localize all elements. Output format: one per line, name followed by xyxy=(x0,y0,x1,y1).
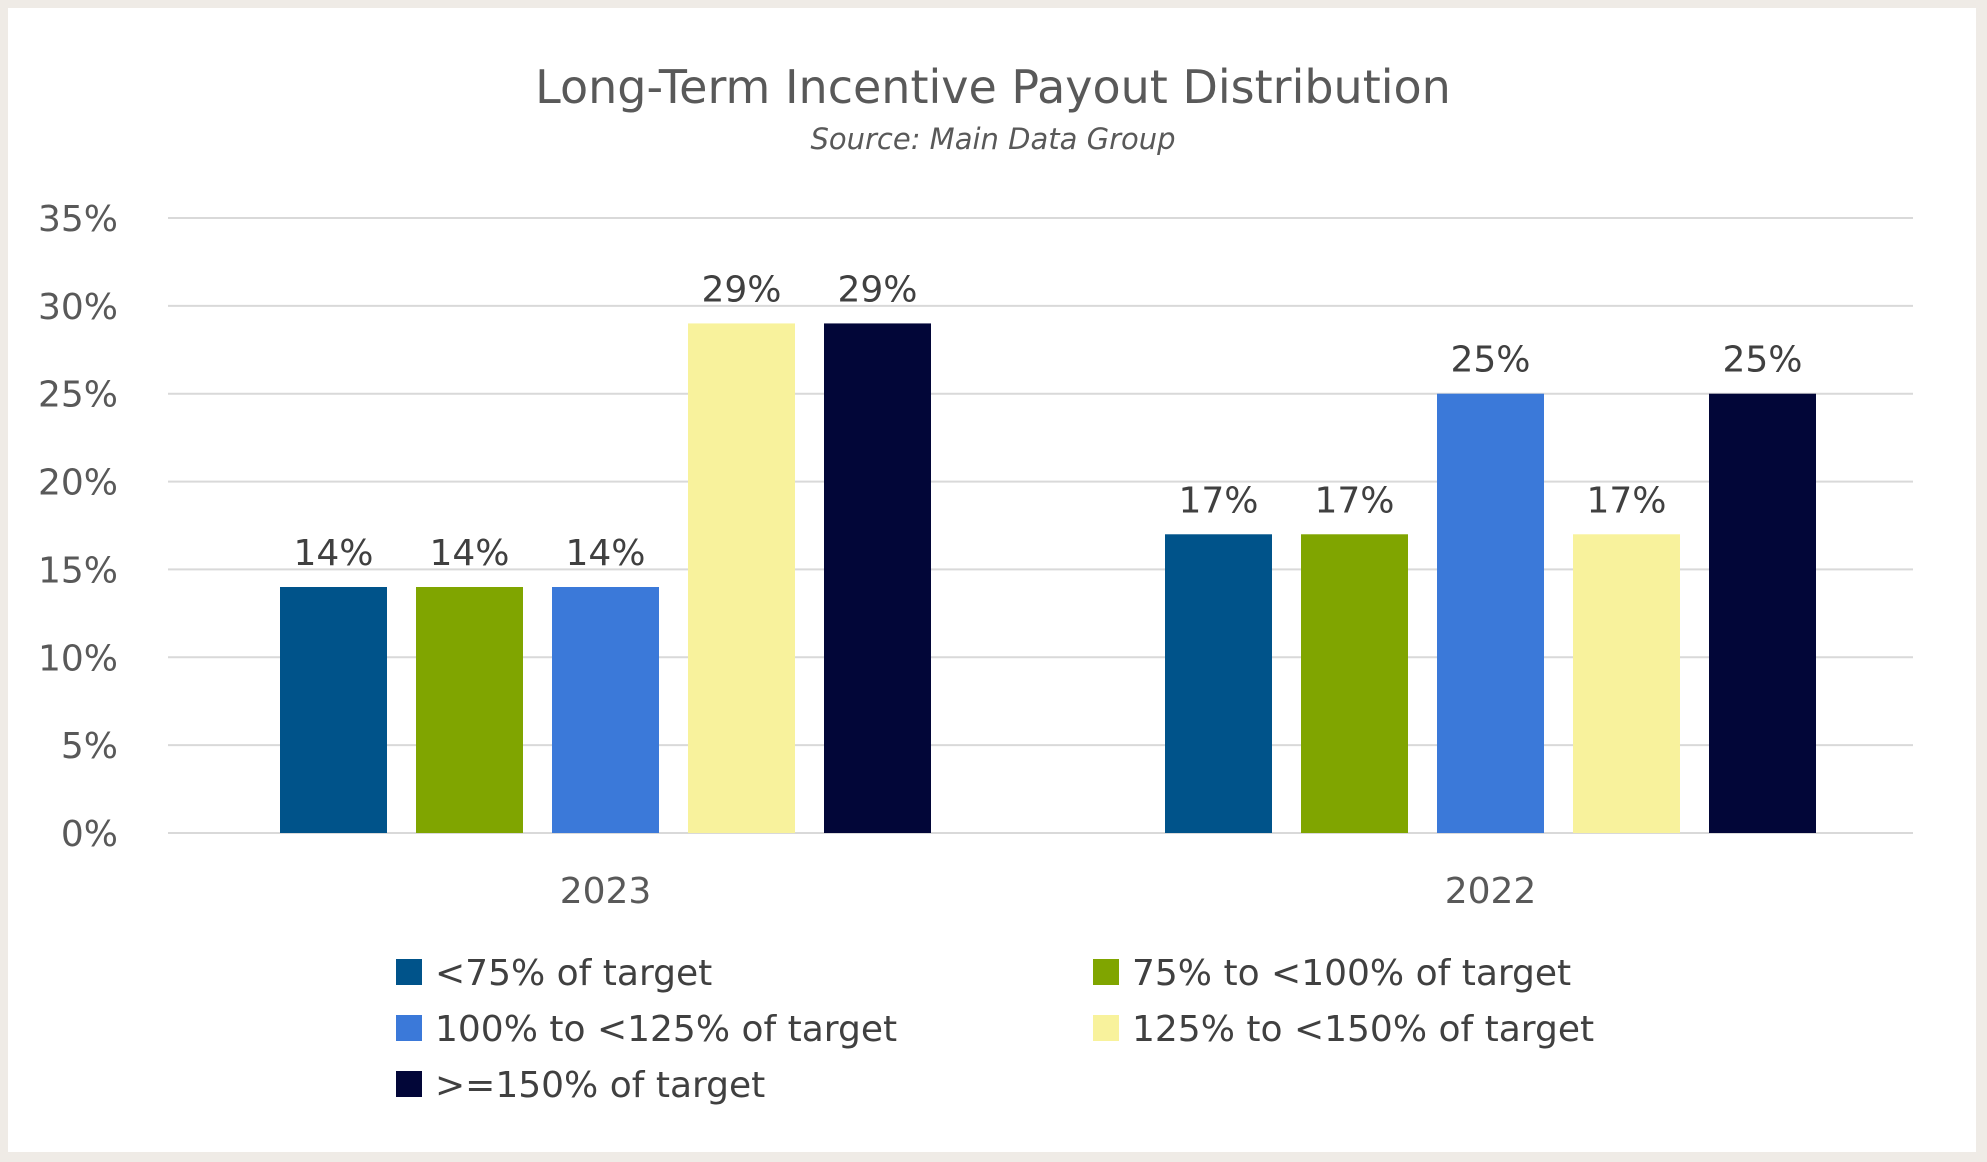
bar-2022-series-2 xyxy=(1301,534,1408,833)
legend-label-2: 75% to <100% of target xyxy=(1132,953,1571,994)
bars xyxy=(280,323,1816,833)
bar-2022-series-1 xyxy=(1165,534,1272,833)
data-label: 17% xyxy=(1178,480,1258,521)
y-tick-label: 5% xyxy=(61,726,118,767)
legend-swatch-4 xyxy=(1093,1015,1119,1041)
legend-swatch-5 xyxy=(396,1071,422,1097)
legend-label-4: 125% to <150% of target xyxy=(1132,1009,1594,1050)
data-label: 17% xyxy=(1314,480,1394,521)
chart: Long-Term Incentive Payout Distribution … xyxy=(38,60,1913,1106)
data-label: 14% xyxy=(429,533,509,574)
legend: <75% of target 75% to <100% of target 100%… xyxy=(396,953,1594,1106)
data-labels: 14% 14% 14% 29% 29% 17% 17% 25% 17% 25% xyxy=(293,269,1802,574)
y-tick-label: 10% xyxy=(38,638,118,679)
y-tick-label: 15% xyxy=(38,550,118,591)
bar-2022-series-4 xyxy=(1573,534,1680,833)
data-label: 25% xyxy=(1722,340,1802,381)
chart-title: Long-Term Incentive Payout Distribution xyxy=(535,60,1451,114)
chart-subtitle: Source: Main Data Group xyxy=(810,122,1175,156)
x-axis-category-labels: 2023 2022 xyxy=(560,871,1537,912)
bar-2023-series-4 xyxy=(688,323,795,833)
legend-swatch-3 xyxy=(396,1015,422,1041)
data-label: 14% xyxy=(293,533,373,574)
y-tick-label: 30% xyxy=(38,287,118,328)
category-label-2022: 2022 xyxy=(1445,871,1537,912)
bar-2023-series-1 xyxy=(280,587,387,833)
legend-swatch-1 xyxy=(396,959,422,985)
chart-frame: Long-Term Incentive Payout Distribution … xyxy=(8,8,1976,1152)
data-label: 14% xyxy=(565,533,645,574)
bar-2023-series-5 xyxy=(824,323,931,833)
bar-2022-series-3 xyxy=(1437,393,1544,833)
data-label: 29% xyxy=(701,269,781,310)
legend-label-3: 100% to <125% of target xyxy=(435,1009,897,1050)
bar-2023-series-2 xyxy=(416,587,523,833)
y-tick-label: 25% xyxy=(38,375,118,416)
y-tick-label: 20% xyxy=(38,463,118,504)
legend-label-5: >=150% of target xyxy=(435,1065,765,1106)
y-tick-label: 0% xyxy=(61,814,118,855)
bar-2023-series-3 xyxy=(552,587,659,833)
y-axis-tick-labels: 0% 5% 10% 15% 20% 25% 30% 35% xyxy=(38,199,118,855)
data-label: 17% xyxy=(1586,480,1666,521)
legend-label-1: <75% of target xyxy=(435,953,712,994)
legend-swatch-2 xyxy=(1093,959,1119,985)
data-label: 25% xyxy=(1450,340,1530,381)
data-label: 29% xyxy=(837,269,917,310)
category-label-2023: 2023 xyxy=(560,871,652,912)
y-tick-label: 35% xyxy=(38,199,118,240)
bar-2022-series-5 xyxy=(1709,393,1816,833)
